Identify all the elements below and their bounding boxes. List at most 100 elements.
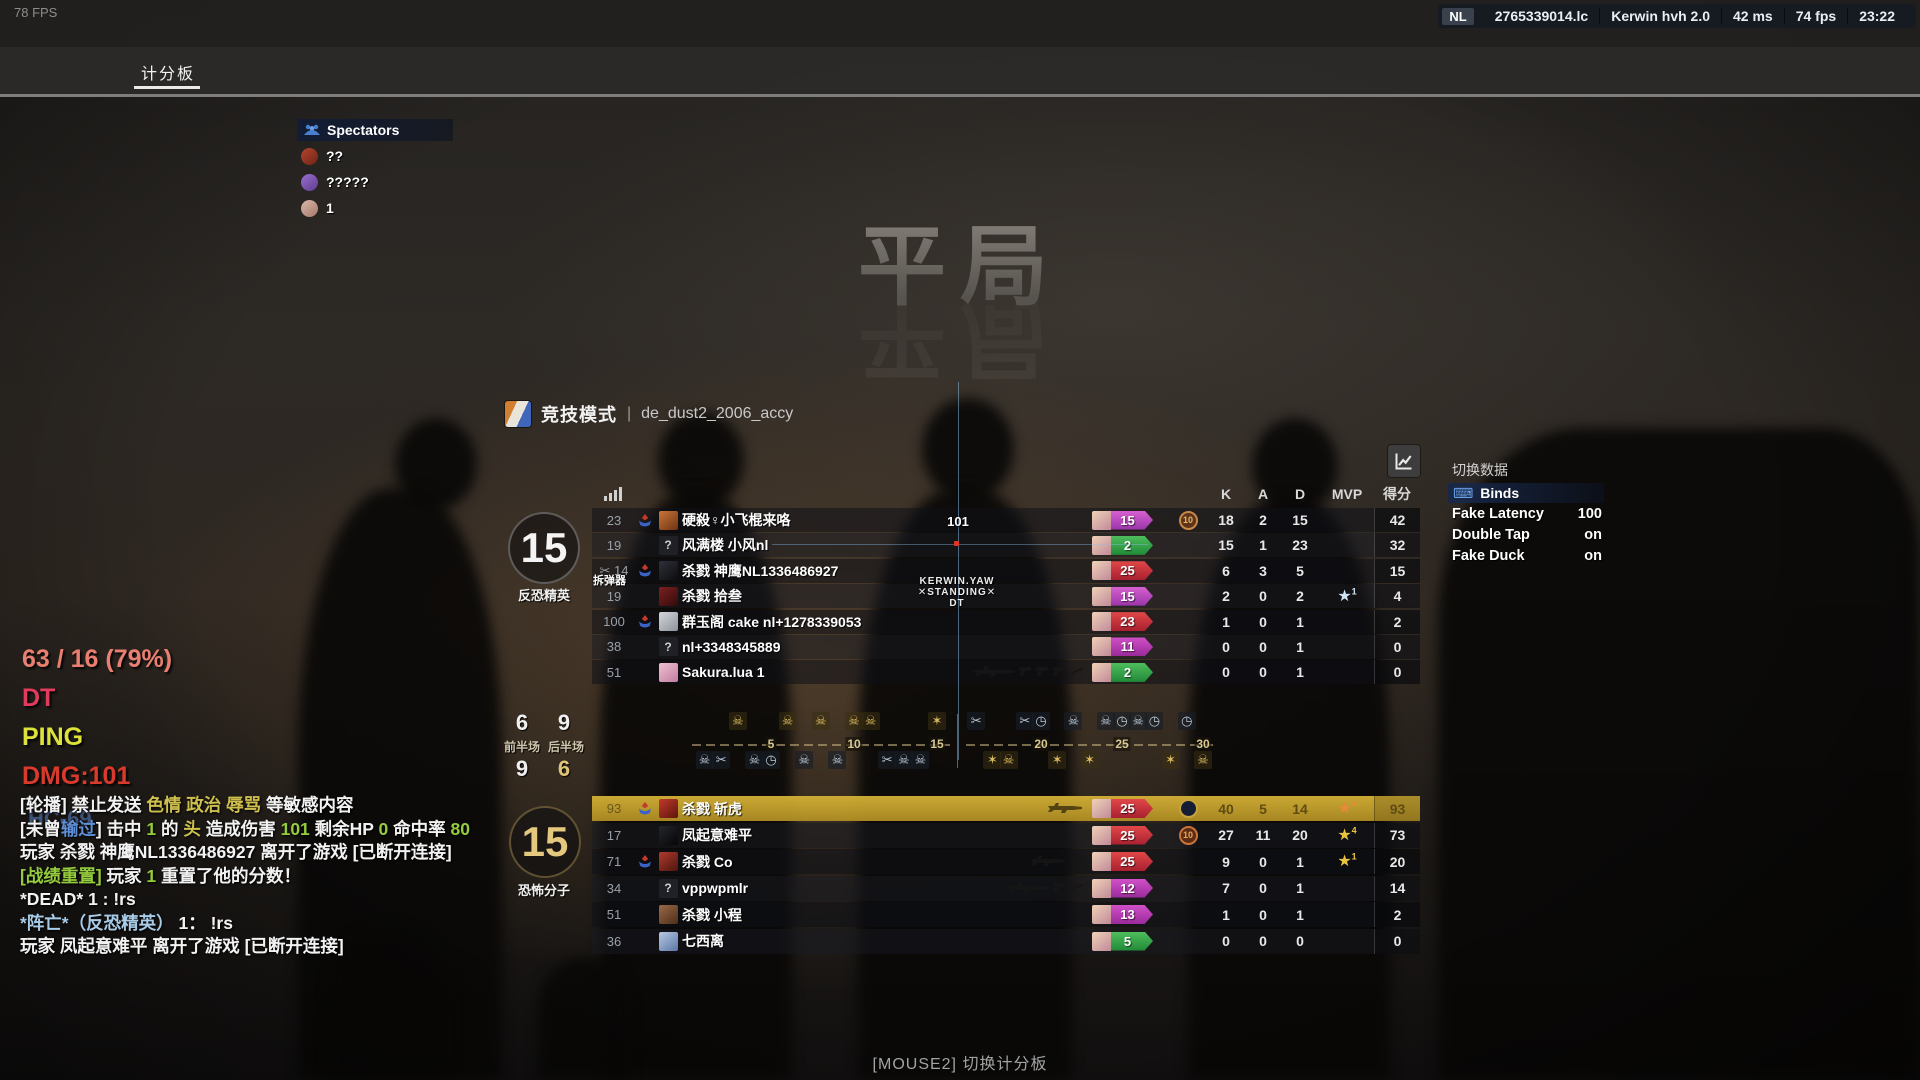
spectator-item[interactable]: ??	[297, 145, 453, 167]
level-badge-number: 13	[1111, 905, 1153, 924]
bind-value: on	[1584, 527, 1602, 543]
spectator-name: 1	[326, 200, 334, 216]
t-score-circle: 15	[509, 806, 581, 878]
player-score: 14	[1374, 875, 1420, 901]
scoreboard-row[interactable]: 38? nl+3348345889 11 0 0 1 0	[592, 634, 1420, 659]
player-deaths: 1	[1296, 613, 1304, 630]
mvp-star-icon: ★1	[1337, 851, 1357, 871]
level-badge: 15	[1092, 510, 1153, 530]
player-ping: 36	[606, 933, 622, 949]
scoreboard-row[interactable]: 71 杀戮 Co 25 9 0 1 ★1 20	[592, 849, 1420, 874]
player-name-cell: 群玉阁 cake nl+1278339053	[682, 612, 1092, 632]
level-badge-avatar	[1092, 612, 1111, 632]
player-ping: 34	[606, 880, 622, 896]
medal-icon: 10	[1178, 825, 1198, 845]
player-mvp: ★4	[1320, 826, 1374, 843]
crosshair-horizontal-line	[772, 544, 1148, 545]
scoreboard-row[interactable]: 51 杀戮 小程 13 1 0 1 2	[592, 902, 1420, 927]
target-info: KERWIN.YAW ✕STANDING✕ DT	[902, 576, 1012, 609]
damage-number: 101	[947, 514, 969, 529]
avatar	[658, 852, 678, 871]
player-assists: 0	[1259, 588, 1267, 605]
level-badge-number: 2	[1111, 662, 1153, 682]
weapon-icons	[971, 664, 1092, 680]
avatar: ?	[658, 878, 678, 898]
level-badge-number: 2	[1111, 535, 1153, 555]
player-score: 73	[1374, 822, 1420, 848]
player-ping: 19	[606, 537, 622, 553]
scoreboard-row[interactable]: 100 群玉阁 cake nl+1278339053 23 1 0 1 2	[592, 609, 1420, 634]
player-deaths: 14	[1292, 800, 1308, 817]
player-avatar	[654, 561, 682, 581]
match-result-reflection: 平局	[0, 282, 1920, 409]
player-score: 0	[1374, 660, 1420, 685]
scoreboard-row[interactable]: 19 杀戮 拾叁 15 2 0 2 ★1 4	[592, 584, 1420, 609]
line-chart-icon	[1395, 453, 1412, 470]
ct-second-half-score: 9	[557, 710, 571, 735]
player-assists: 0	[1259, 880, 1267, 896]
scoreboard-row[interactable]: ✂ 14 杀戮 神鹰NL1336486927 25 6 3 5 15	[592, 558, 1420, 583]
rifle-icon	[1048, 801, 1084, 817]
chat-segment: [战绩重置]	[20, 865, 102, 886]
player-avatar: ?	[654, 637, 682, 657]
scoreboard-row[interactable]: 34? vppwpmlr 12 7 0 1 14	[592, 875, 1420, 901]
scoreboard-row[interactable]: 17 凤起意难平 25 10 27 11 20 ★4 73	[592, 822, 1420, 848]
player-name: 杀戮 Co	[682, 853, 733, 870]
scoreboard-row[interactable]: 23 硬殺♀小飞棍来咯 15 10 18 2 15 42	[592, 508, 1420, 532]
spectator-item[interactable]: ?????	[297, 171, 453, 193]
column-deaths: D	[1294, 486, 1306, 502]
scoreboard-toggle-hint: [MOUSE2] 切换计分板	[872, 1056, 1048, 1073]
defuse-kit-label: 拆弹器	[593, 575, 626, 587]
player-name: 风满楼 小风nl	[682, 537, 769, 554]
player-kills: 9	[1222, 853, 1230, 870]
player-rank-badge	[636, 802, 654, 815]
chat-segment: *DEAD* 1 : !rs	[20, 889, 136, 909]
tab-bar	[0, 47, 1920, 94]
scoreboard-row[interactable]: 19? 风满楼 小风nl 2 15 1 23 32	[592, 533, 1420, 558]
scoreboard-row[interactable]: 93 杀戮 斩虎 25 40 5 14 ★4 93	[592, 796, 1420, 821]
t-second-half-score: 6	[557, 756, 571, 781]
player-deaths: 15	[1292, 512, 1308, 528]
player-deaths: 1	[1296, 664, 1304, 681]
pistol-icon	[1019, 664, 1032, 680]
hit-info-line: DMG:101	[22, 762, 131, 790]
server-info-item: Kerwin hvh 2.0	[1599, 8, 1721, 24]
chat-segment: 等敏感内容	[261, 795, 354, 815]
bind-label: Double Tap	[1452, 527, 1530, 543]
crosshair-dot	[954, 541, 959, 546]
spectator-item[interactable]: 1	[297, 197, 453, 219]
player-ping: 23	[606, 512, 622, 528]
stats-graph-button[interactable]	[1388, 445, 1420, 477]
sniper-icon	[971, 664, 1015, 680]
hit-info-line: PING	[22, 723, 84, 751]
bind-value: on	[1584, 548, 1602, 564]
target-flag: DT	[949, 598, 965, 609]
player-name-cell: Sakura.lua 1	[682, 664, 1092, 680]
level-badge: 12	[1092, 878, 1153, 898]
level-badge: 2	[1092, 535, 1153, 555]
spectator-avatar	[301, 199, 318, 217]
player-ping: 51	[606, 907, 622, 922]
player-rank-badge	[636, 615, 654, 628]
player-deaths: 1	[1296, 880, 1304, 896]
pistol-icon	[1036, 664, 1049, 680]
player-deaths: 5	[1296, 562, 1304, 579]
player-kills: 1	[1222, 613, 1230, 630]
scoreboard-row[interactable]: 36 七西离 5 0 0 0 0	[592, 928, 1420, 954]
column-assists: A	[1257, 486, 1269, 502]
level-badge-number: 15	[1111, 510, 1153, 530]
player-name: 七西离	[682, 933, 724, 949]
scoreboard-row[interactable]: 51 Sakura.lua 1 2 0 0 1 0	[592, 660, 1420, 685]
tab-scoreboard[interactable]: 计分板	[140, 66, 195, 83]
avatar	[658, 825, 678, 845]
keyboard-icon: ⌨	[1453, 485, 1474, 501]
weapon-icons	[1005, 880, 1092, 896]
level-badge-number: 12	[1111, 878, 1153, 898]
server-info-item: 42 ms	[1721, 8, 1784, 24]
server-info-item: 23:22	[1847, 8, 1906, 24]
player-avatar	[654, 852, 682, 871]
spectator-name: ?????	[326, 174, 369, 190]
level-badge-number: 5	[1111, 931, 1153, 951]
player-score: 2	[1374, 902, 1420, 927]
level-badge-number: 25	[1111, 852, 1153, 871]
